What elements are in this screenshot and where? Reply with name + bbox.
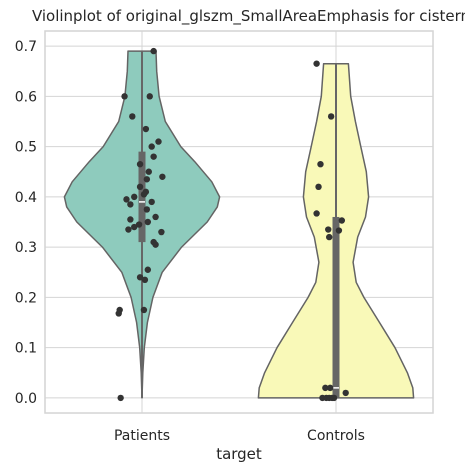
violin-layer — [63, 50, 415, 399]
data-point-patients — [148, 198, 155, 206]
point-layer — [115, 47, 349, 402]
data-point-patients — [136, 274, 144, 281]
data-point-patients — [131, 223, 138, 231]
y-tick-label: 0.2 — [15, 290, 37, 306]
data-point-patients — [150, 47, 157, 55]
data-point-controls — [338, 217, 346, 224]
data-point-patients — [140, 191, 148, 198]
data-point-patients — [144, 266, 152, 273]
data-point-patients — [146, 93, 153, 100]
y-tick-label: 0.1 — [15, 341, 37, 357]
data-point-patients — [143, 176, 151, 183]
x-tick-label-patients: Patients — [114, 428, 170, 444]
data-point-patients — [143, 206, 151, 213]
data-point-patients — [117, 394, 124, 402]
data-point-patients — [131, 193, 138, 201]
plot-frame — [44, 30, 434, 414]
data-point-controls — [326, 233, 333, 241]
data-point-controls — [342, 389, 349, 397]
data-point-patients — [158, 228, 165, 236]
data-point-patients — [127, 201, 134, 208]
x-tick-labels: Patients Controls — [114, 428, 365, 444]
data-point-patients — [127, 216, 134, 223]
data-point-controls — [315, 183, 322, 191]
data-point-patients — [144, 218, 152, 226]
y-tick-label: 0.3 — [15, 240, 37, 256]
data-point-controls — [327, 113, 335, 120]
data-point-patients — [148, 143, 155, 150]
data-point-controls — [313, 60, 320, 67]
data-point-patients — [121, 93, 128, 100]
x-tick-label-controls: Controls — [307, 428, 365, 444]
data-point-patients — [129, 113, 136, 120]
data-point-controls — [326, 384, 334, 392]
data-point-controls — [317, 160, 324, 168]
data-point-patients — [135, 221, 143, 228]
x-axis-label: target — [216, 445, 262, 463]
data-point-patients — [155, 138, 162, 145]
data-point-patients — [152, 241, 159, 248]
data-point-controls — [330, 394, 338, 402]
y-tick-label: 0.6 — [15, 89, 37, 105]
y-tick-labels: 0.0 0.1 0.2 0.3 0.4 0.5 0.6 0.7 — [15, 39, 37, 407]
chart-title: Violinplot of original_glszm_SmallAreaEm… — [32, 7, 465, 26]
y-tick-label: 0.0 — [15, 391, 37, 407]
y-tick-label: 0.5 — [15, 140, 37, 156]
data-point-patients — [140, 306, 148, 314]
data-point-patients — [123, 196, 130, 203]
y-tick-label: 0.4 — [15, 190, 37, 206]
data-point-patients — [136, 160, 144, 168]
y-tick-label: 0.7 — [15, 39, 37, 55]
data-point-controls — [313, 210, 320, 217]
data-point-controls — [335, 227, 343, 234]
data-point-patients — [136, 183, 144, 191]
data-point-patients — [150, 153, 157, 160]
data-point-controls — [322, 384, 329, 392]
data-point-patients — [125, 226, 132, 233]
iqr-box-controls — [332, 216, 340, 398]
data-point-patients — [141, 276, 149, 284]
data-point-patients — [159, 173, 166, 180]
data-point-patients — [115, 310, 122, 317]
data-point-patients — [142, 125, 150, 133]
data-point-patients — [145, 168, 152, 175]
data-point-controls — [325, 226, 332, 233]
data-point-patients — [152, 213, 159, 221]
